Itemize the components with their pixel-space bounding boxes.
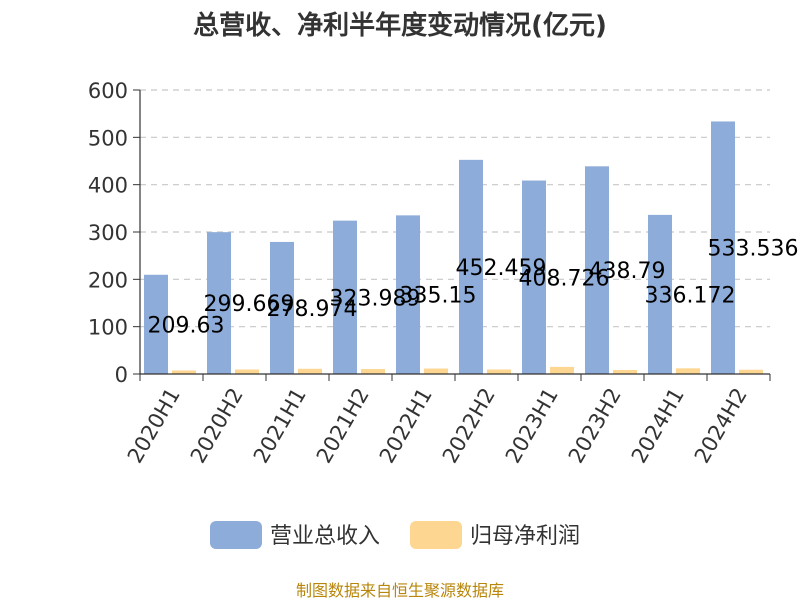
bar-revenue[interactable] [396, 215, 420, 374]
data-label: 438.79 [589, 259, 666, 284]
x-tick-label: 2020H1 [123, 384, 185, 468]
y-tick-label: 400 [88, 174, 128, 198]
x-tick-label: 2023H1 [501, 384, 563, 468]
legend[interactable]: 营业总收入 归母净利润 [210, 521, 580, 549]
bar-revenue[interactable] [648, 214, 672, 374]
chart-title: 总营收、净利半年度变动情况(亿元) [193, 10, 607, 41]
bar-revenue[interactable] [270, 241, 294, 374]
data-label: 533.536 [708, 237, 799, 262]
y-tick-label: 500 [88, 126, 128, 150]
bar-net-profit[interactable] [739, 369, 763, 374]
source-note: 制图数据来自恒生聚源数据库 [296, 581, 504, 600]
y-tick-label: 100 [88, 316, 128, 340]
bar-net-profit[interactable] [613, 369, 637, 374]
bar-net-profit[interactable] [361, 369, 385, 374]
y-tick-label: 200 [88, 268, 128, 292]
bars [144, 121, 763, 374]
bar-revenue[interactable] [585, 166, 609, 374]
legend-swatch [210, 521, 262, 549]
x-tick-label: 2024H2 [690, 384, 752, 468]
bar-revenue[interactable] [522, 180, 546, 374]
data-label: 408.726 [519, 266, 610, 291]
bar-net-profit[interactable] [172, 370, 196, 374]
x-tick-label: 2021H2 [312, 384, 374, 468]
bar-revenue[interactable] [333, 220, 357, 374]
y-tick-label: 0 [115, 363, 128, 387]
legend-item[interactable]: 营业总收入 [210, 521, 380, 549]
bar-net-profit[interactable] [676, 368, 700, 374]
x-tick-label: 2020H2 [186, 384, 248, 468]
legend-label: 营业总收入 [270, 524, 380, 549]
bar-revenue[interactable] [207, 232, 231, 374]
bar-net-profit[interactable] [550, 366, 574, 374]
data-label: 335.15 [400, 284, 477, 309]
bar-revenue[interactable] [144, 274, 168, 374]
legend-item[interactable]: 归母净利润 [410, 521, 580, 549]
data-label: 323.989 [330, 286, 421, 311]
legend-swatch [410, 521, 462, 549]
x-tick-label: 2022H2 [438, 384, 500, 468]
data-label: 278.974 [267, 297, 358, 322]
bar-revenue[interactable] [711, 121, 735, 374]
data-label: 299.669 [204, 292, 295, 317]
bar-net-profit[interactable] [298, 368, 322, 374]
bar-net-profit[interactable] [487, 369, 511, 374]
y-tick-label: 600 [88, 79, 128, 103]
bar-net-profit[interactable] [235, 369, 259, 374]
bar-net-profit[interactable] [424, 368, 448, 374]
bar-revenue[interactable] [459, 159, 483, 374]
y-tick-label: 300 [88, 221, 128, 245]
data-label: 452.459 [456, 256, 547, 281]
data-label: 336.172 [645, 283, 736, 308]
x-tick-label: 2022H1 [375, 384, 437, 468]
data-label: 209.63 [148, 313, 225, 338]
x-tick-label: 2023H2 [564, 384, 626, 468]
x-tick-label: 2021H1 [249, 384, 311, 468]
x-tick-label: 2024H1 [627, 384, 689, 468]
gridlines [140, 89, 770, 328]
legend-label: 归母净利润 [470, 524, 580, 549]
